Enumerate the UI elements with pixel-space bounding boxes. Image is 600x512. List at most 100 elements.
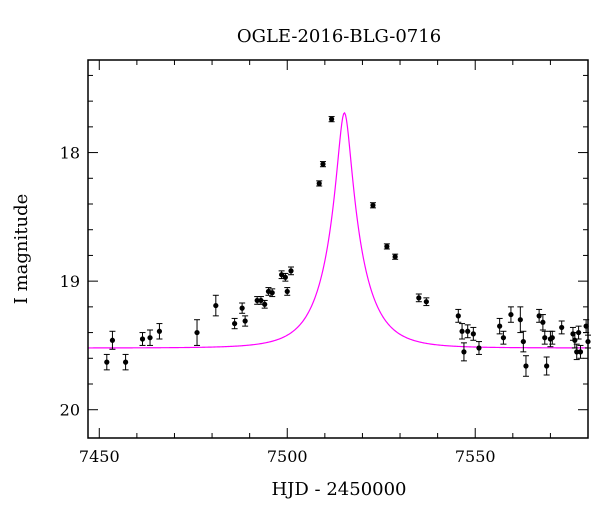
data-point <box>231 317 238 330</box>
data-point <box>470 326 477 341</box>
data-marker <box>384 243 390 250</box>
data-point <box>460 342 467 362</box>
data-point <box>316 180 323 187</box>
data-marker <box>465 328 471 334</box>
plot-frame <box>87 59 589 439</box>
data-point <box>569 326 576 341</box>
data-marker <box>370 202 376 208</box>
data-point <box>496 317 503 335</box>
model-curve <box>88 111 588 349</box>
data-marker <box>549 335 555 341</box>
data-point <box>239 302 246 314</box>
y-tick-label: 20 <box>60 401 80 420</box>
data-marker <box>316 180 322 187</box>
data-marker <box>540 319 546 325</box>
data-marker <box>576 329 582 336</box>
data-point <box>319 161 326 168</box>
data-marker <box>423 299 429 305</box>
data-marker <box>147 335 153 341</box>
data-marker <box>329 116 335 122</box>
x-axis-label: HJD - 2450000 <box>271 479 406 500</box>
data-point <box>558 320 565 335</box>
data-point <box>383 243 390 250</box>
data-marker <box>269 290 275 296</box>
data-marker <box>577 349 584 355</box>
data-marker <box>470 331 476 337</box>
data-point <box>541 330 548 345</box>
data-marker <box>282 274 288 280</box>
data-point <box>242 315 249 327</box>
y-tick-label: 18 <box>60 144 80 163</box>
data-point <box>415 293 422 303</box>
data-point <box>328 116 335 123</box>
data-marker <box>258 297 264 304</box>
data-marker <box>288 268 294 274</box>
data-point <box>549 330 556 345</box>
data-marker <box>517 317 523 323</box>
data-point <box>282 272 289 282</box>
data-point <box>459 323 466 340</box>
data-marker <box>109 337 116 343</box>
y-axis-label: I magnitude <box>11 194 32 305</box>
data-marker <box>536 313 542 319</box>
data-point <box>577 344 584 359</box>
data-marker <box>392 254 398 260</box>
data-marker <box>284 288 290 295</box>
data-marker <box>574 349 580 355</box>
data-point <box>475 341 482 355</box>
data-point <box>539 314 546 331</box>
data-point <box>464 324 471 339</box>
data-point <box>109 330 116 350</box>
data-point <box>122 353 129 371</box>
data-marker <box>194 329 200 336</box>
axes-layer: 7450 7500 7550 18 19 20 <box>60 60 589 466</box>
data-point <box>139 332 146 346</box>
data-point <box>455 308 462 323</box>
data-marker <box>104 359 110 365</box>
data-marker <box>139 336 146 342</box>
data-point <box>147 329 154 346</box>
data-point <box>520 330 527 353</box>
data-marker <box>544 363 550 369</box>
data-marker <box>508 311 514 318</box>
data-point <box>194 319 201 346</box>
data-marker <box>542 335 548 341</box>
data-marker <box>242 318 248 324</box>
data-marker <box>213 302 219 309</box>
data-marker <box>476 345 482 351</box>
data-point <box>517 306 524 334</box>
data-marker <box>232 320 238 327</box>
data-point <box>423 297 430 307</box>
data-marker <box>320 161 326 167</box>
data-point <box>212 294 219 317</box>
data-point <box>392 253 399 260</box>
data-point <box>278 270 285 280</box>
data-marker <box>122 359 129 365</box>
data-point <box>156 323 163 340</box>
x-tick-label: 7550 <box>455 447 496 466</box>
x-tick-label: 7450 <box>79 447 120 466</box>
data-point <box>269 288 276 298</box>
data-marker <box>416 295 422 301</box>
chart-title: OGLE-2016-BLG-0716 <box>237 26 441 47</box>
y-tick-label: 19 <box>60 272 80 291</box>
data-point <box>507 306 514 323</box>
data-marker <box>572 337 578 343</box>
data-points-layer <box>103 116 591 377</box>
data-marker <box>461 349 467 355</box>
data-point <box>500 330 507 345</box>
data-marker <box>459 328 465 334</box>
data-point <box>103 353 110 371</box>
data-point <box>543 356 550 376</box>
data-point <box>573 343 580 361</box>
data-marker <box>455 313 461 319</box>
data-point <box>261 299 268 309</box>
x-tick-label: 7500 <box>267 447 308 466</box>
data-marker <box>520 338 526 345</box>
data-point <box>522 355 529 377</box>
data-marker <box>500 335 507 341</box>
data-marker <box>254 297 260 304</box>
data-point <box>254 296 261 305</box>
data-point <box>575 325 582 340</box>
